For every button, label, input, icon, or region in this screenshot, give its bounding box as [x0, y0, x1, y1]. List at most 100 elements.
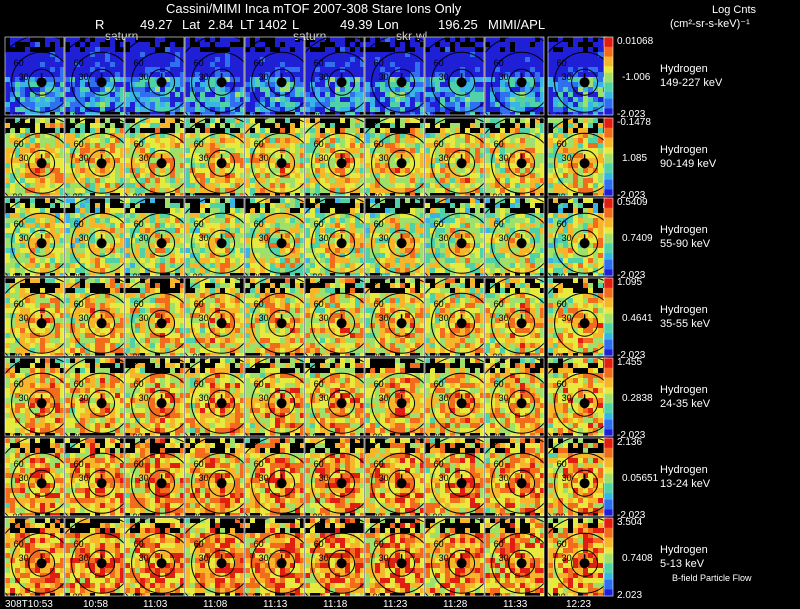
- heatmap-cell: [455, 72, 460, 77]
- heatmap-cell: [475, 42, 480, 47]
- heatmap-cell: [190, 158, 195, 163]
- heatmap-cell: [350, 92, 355, 97]
- heatmap-cell: [120, 133, 124, 138]
- heatmap-cell: [330, 87, 335, 92]
- heatmap-cell: [85, 112, 90, 115]
- heatmap-cell: [215, 203, 220, 208]
- heatmap-cell: [510, 67, 515, 72]
- heatmap-cell: [45, 153, 50, 158]
- heatmap-cell: [305, 82, 310, 87]
- heatmap-cell: [105, 248, 110, 253]
- heatmap-cell: [530, 102, 535, 107]
- heatmap-cell: [370, 128, 375, 133]
- heatmap-cell: [435, 77, 440, 82]
- heatmap-cell: [185, 97, 190, 102]
- heatmap-cell: [310, 253, 315, 258]
- colorbar-frame: [603, 117, 614, 197]
- heatmap-cell: [5, 77, 10, 82]
- heatmap-cell: [505, 82, 510, 87]
- heatmap-cell: [5, 87, 10, 92]
- heatmap-cell: [285, 42, 290, 47]
- heatmap-cell: [230, 158, 235, 163]
- heatmap-cell: [265, 62, 270, 67]
- heatmap-cell: [355, 153, 360, 158]
- heatmap-cell: [15, 213, 20, 218]
- heatmap-cell: [355, 62, 360, 67]
- heatmap-cell: [325, 238, 330, 243]
- heatmap-cell: [135, 138, 140, 143]
- colorbar-segment: [604, 72, 613, 77]
- heatmap-cell: [185, 52, 190, 57]
- heatmap-cell: [285, 258, 290, 263]
- heatmap-cell: [140, 193, 145, 196]
- heatmap-cell: [515, 188, 520, 193]
- colorbar-segment: [604, 144, 613, 148]
- heatmap-cell: [563, 143, 568, 148]
- heatmap-cell: [175, 268, 180, 273]
- heatmap-cell: [420, 178, 424, 183]
- heatmap-cell: [95, 72, 100, 77]
- heatmap-cell: [105, 208, 110, 213]
- heatmap-cell: [235, 178, 240, 183]
- heatmap-cell: [375, 228, 380, 233]
- heatmap-cell: [210, 188, 215, 193]
- heatmap-cell: [50, 163, 55, 168]
- heatmap-cell: [445, 57, 450, 62]
- heatmap-cell: [160, 153, 165, 158]
- heatmap-cell: [265, 158, 270, 163]
- heatmap-cell: [435, 133, 440, 138]
- heatmap-cell: [270, 203, 275, 208]
- heatmap-cell: [563, 92, 568, 97]
- heatmap-cell: [155, 87, 160, 92]
- heatmap-cell: [305, 183, 310, 188]
- heatmap-cell: [30, 268, 35, 273]
- ring-label: 60: [314, 139, 324, 149]
- heatmap-cell: [95, 47, 100, 52]
- heatmap-cell: [230, 253, 235, 258]
- heatmap-cell: [155, 153, 160, 158]
- heatmap-cell: [70, 258, 75, 263]
- heatmap-cell: [155, 178, 160, 183]
- heatmap-cell: [140, 183, 145, 188]
- heatmap-cell: [235, 153, 240, 158]
- heatmap-cell: [345, 243, 350, 248]
- heatmap-cell: [255, 168, 260, 173]
- heatmap-cell: [65, 72, 70, 77]
- heatmap-cell: [230, 258, 235, 263]
- heatmap-cell: [60, 97, 64, 102]
- heatmap-cell: [70, 148, 75, 153]
- heatmap-cell: [375, 173, 380, 178]
- heatmap-cell: [588, 173, 593, 178]
- heatmap-cell: [195, 52, 200, 57]
- heatmap-cell: [235, 148, 240, 153]
- heatmap-cell: [588, 72, 593, 77]
- heatmap-cell: [195, 107, 200, 112]
- heatmap-cell: [265, 173, 270, 178]
- heatmap-cell: [250, 223, 255, 228]
- heatmap-cell: [235, 253, 240, 258]
- heatmap-cell: [430, 42, 435, 47]
- latitude-ring: [268, 149, 296, 177]
- heatmap-cell: [95, 57, 100, 62]
- heatmap-cell: [80, 148, 85, 153]
- heatmap-cell: [568, 47, 573, 52]
- heatmap-cell: [510, 188, 515, 193]
- heatmap-cell: [400, 118, 405, 123]
- heatmap-cell: [365, 233, 370, 238]
- heatmap-cell: [485, 148, 490, 153]
- heatmap-cell: [285, 203, 290, 208]
- heatmap-cell: [230, 62, 235, 67]
- heatmap-cell: [535, 118, 540, 123]
- heatmap-cell: [180, 243, 184, 248]
- heatmap-cell: [583, 118, 588, 123]
- heatmap-cell: [350, 253, 355, 258]
- heatmap-cell: [315, 248, 320, 253]
- heatmap-cell: [275, 57, 280, 62]
- heatmap-cell: [260, 92, 265, 97]
- heatmap-cell: [360, 153, 364, 158]
- heatmap-cell: [115, 138, 120, 143]
- ring-label: 60: [494, 58, 504, 68]
- heatmap-cell: [535, 158, 540, 163]
- heatmap-cell: [20, 168, 25, 173]
- heatmap-cell: [10, 263, 15, 268]
